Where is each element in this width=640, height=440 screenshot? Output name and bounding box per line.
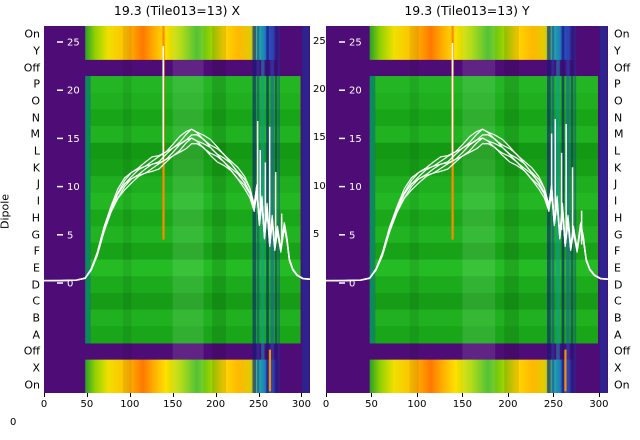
dipole-label-right: Off (614, 344, 631, 358)
inner-value-tick: 20 (349, 86, 362, 97)
dipole-label-left: O (31, 94, 40, 108)
dipole-label-left: G (31, 228, 40, 242)
inner-value-tick: 10 (349, 182, 362, 193)
dipole-label-left: C (32, 294, 40, 308)
x-tick-mark (598, 393, 600, 397)
inner-value-tick: 15 (67, 134, 80, 145)
dipole-label-right: K (614, 161, 622, 175)
x-tick-mark (129, 393, 131, 397)
right-value-label: 5 (313, 228, 320, 240)
dipole-label-right: I (614, 194, 618, 208)
dipole-label-left: K (32, 161, 40, 175)
x-tick-label: 100 (407, 399, 427, 410)
x-tick-label: 300 (589, 399, 609, 410)
dipole-label-left: A (32, 328, 40, 342)
x-tick-mark (326, 393, 327, 397)
x-tick-label: 100 (120, 399, 140, 410)
right-value-label: 25 (313, 36, 326, 47)
dipole-label-left: B (32, 311, 40, 325)
dipole-label-right: A (614, 328, 622, 342)
heatmap-panel-x: 25 20 15 10 5 0 (43, 26, 311, 394)
x-tick-mark (507, 393, 509, 397)
x-tick-mark (86, 393, 88, 397)
dipole-label-left: M (30, 127, 41, 141)
x-tick-label: 0 (40, 399, 48, 410)
dipole-label-left: E (33, 261, 40, 275)
dipole-label-left: H (31, 211, 40, 225)
dipole-label-left: Off (23, 61, 40, 75)
x-tick-label: 250 (543, 399, 563, 410)
panel-x-title: 19.3 (Tile013=13) X (113, 3, 241, 18)
dipole-label-right: On (614, 378, 630, 392)
x-tick-label: 50 (80, 399, 94, 410)
inner-value-tick: 25 (67, 38, 80, 49)
dipole-label-right: Y (614, 44, 621, 58)
dipole-label-left: L (33, 144, 40, 158)
right-value-label: 15 (313, 132, 326, 144)
inner-value-tick: 5 (349, 230, 355, 241)
dipole-label-left: J (36, 177, 40, 191)
right-value-label: 10 (313, 180, 326, 192)
dipole-label-right: On (614, 27, 630, 41)
dipole-label-right: O (614, 94, 623, 108)
dipole-label-left: F (33, 244, 40, 258)
inner-value-tick: 5 (67, 230, 73, 241)
dipole-label-right: D (614, 278, 623, 292)
x-tick-mark (258, 393, 260, 397)
x-tick-label: 200 (206, 399, 226, 410)
inner-value-tick: 10 (67, 182, 80, 193)
dipole-label-left: Y (33, 44, 40, 58)
x-tick-mark (301, 393, 303, 397)
dipole-label-left: D (31, 278, 40, 292)
dipole-label-right: E (614, 261, 621, 275)
dipole-label-left: X (32, 361, 40, 375)
x-tick-mark (462, 393, 464, 397)
dipole-label-left: On (24, 378, 40, 392)
x-tick-label: 150 (452, 399, 472, 410)
x-tick-mark (172, 393, 174, 397)
x-tick-label: 200 (498, 399, 518, 410)
dipole-label-right: G (614, 228, 623, 242)
dipole-label-left: N (31, 111, 40, 125)
x-tick-mark (553, 393, 555, 397)
dipole-label-right: N (614, 111, 623, 125)
dipole-label-right: Off (614, 61, 631, 75)
dipole-label-right: C (614, 294, 622, 308)
right-value-label: 20 (313, 84, 326, 96)
corner-axis-zero: 0 (10, 417, 17, 428)
dipole-label-left: I (36, 194, 40, 208)
dipole-label-right: J (614, 177, 618, 191)
dipole-label-left: P (33, 77, 40, 91)
dipole-label-right: B (614, 311, 622, 325)
x-tick-mark (416, 393, 418, 397)
heatmap-svg: 25 20 15 10 5 0 (43, 26, 311, 394)
inner-value-tick: 15 (349, 134, 362, 145)
panel-y-title: 19.3 (Tile013=13) Y (404, 3, 530, 18)
x-tick-mark (44, 393, 45, 397)
x-tick-mark (371, 393, 373, 397)
dipole-label-right: F (614, 244, 621, 258)
dipole-label-right: M (614, 127, 624, 141)
x-tick-label: 50 (365, 399, 378, 410)
heatmap-svg: 25 20 15 10 5 0 (325, 26, 609, 394)
dipole-label-right: P (614, 77, 621, 91)
x-tick-label: 250 (248, 399, 269, 410)
dipole-label-right: H (614, 211, 623, 225)
dipole-label-left: Off (23, 344, 40, 358)
x-tick-mark (215, 393, 217, 397)
inner-value-tick: 0 (67, 279, 73, 290)
dipole-label-left: On (24, 27, 40, 41)
dipole-label-right: X (614, 361, 622, 375)
x-tick-label: 300 (291, 399, 311, 410)
x-tick-label: 0 (322, 399, 330, 410)
inner-value-tick: 20 (67, 86, 80, 97)
inner-value-tick: 0 (349, 279, 355, 290)
dipole-label-right: L (614, 144, 621, 158)
x-tick-label: 150 (163, 399, 183, 410)
heatmap-panel-y: 25 20 15 10 5 0 (325, 26, 609, 394)
inner-value-tick: 25 (349, 38, 362, 49)
